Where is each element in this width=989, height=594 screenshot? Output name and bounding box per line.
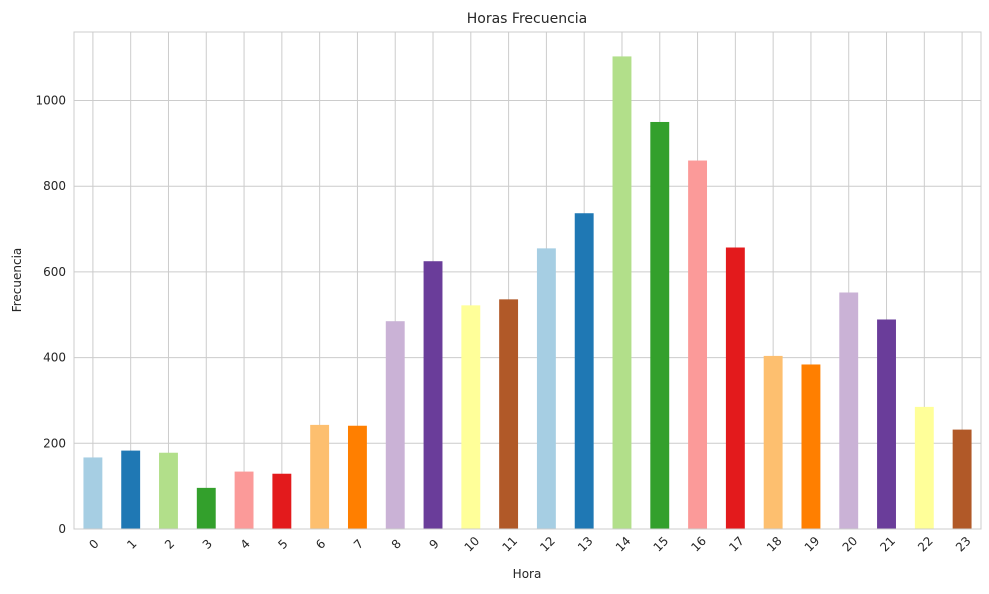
bar-hour-0 [83,457,103,529]
x-tick-label: 17 [726,534,747,555]
y-tick-label: 200 [43,436,66,450]
bar-hour-6 [310,424,330,529]
x-tick-label: 3 [200,537,215,552]
x-tick-label: 14 [613,534,634,555]
bar-hour-14 [612,56,632,530]
bar-hour-18 [763,355,783,529]
bar-hour-13 [574,213,594,529]
x-tick-label: 22 [915,534,936,555]
y-tick-label: 800 [43,179,66,193]
bar-hour-10 [461,305,481,529]
y-tick-label: 400 [43,351,66,365]
x-tick-label: 0 [86,537,101,552]
x-tick-label: 18 [764,534,785,555]
x-tick-label: 16 [688,534,709,555]
x-axis-label: Hora [513,567,542,581]
x-tick-label: 19 [802,534,823,555]
plot-frame [73,31,982,530]
bars [83,56,972,530]
y-tick-label: 0 [58,522,66,536]
bar-hour-12 [536,248,556,529]
bar-hour-1 [121,450,141,529]
x-tick-label: 10 [462,534,483,555]
x-tick-label: 11 [499,534,520,555]
x-tick-label: 8 [389,537,404,552]
plot-area [74,32,981,529]
x-tick-label: 5 [275,537,290,552]
bar-hour-19 [801,364,821,529]
x-tick-label: 6 [313,537,328,552]
x-tick-label: 13 [575,534,596,555]
y-tick-label: 1000 [35,94,66,108]
bar-hour-11 [499,299,519,529]
x-tick-labels: 0 1 2 3 4 5 6 7 8 9 10 11 12 13 14 15 16 17 18 19 20 21 22 23 [86,534,973,555]
chart-title: Horas Frecuencia [467,11,588,27]
bar-hour-17 [725,247,745,530]
x-tick-label: 20 [840,534,861,555]
x-tick-label: 7 [351,537,366,552]
x-tick-label: 15 [651,534,672,555]
bar-hour-9 [423,261,443,529]
x-tick-label: 21 [877,534,898,555]
bar-hour-21 [877,319,896,529]
x-tick-label: 1 [124,537,139,552]
y-tick-labels: 0 200 400 600 800 1000 [35,94,66,536]
y-axis-label: Frecuencia [10,248,24,313]
bar-hour-23 [952,429,972,529]
x-tick-label: 23 [953,534,974,555]
x-tick-label: 2 [162,537,177,552]
bar-hour-22 [914,406,934,529]
x-tick-label: 12 [537,534,558,555]
bar-hour-15 [650,121,670,530]
bar-hour-2 [159,452,178,529]
bar-hour-8 [385,321,405,529]
bar-hour-7 [347,425,367,529]
bar-hour-5 [272,473,292,529]
x-tick-label: 4 [238,537,253,552]
x-tick-label: 9 [427,537,442,552]
bar-hour-16 [688,160,708,529]
bar-hour-3 [196,487,216,529]
y-tick-label: 600 [43,265,66,279]
bar-hour-4 [234,471,254,529]
bar-hour-20 [839,292,859,529]
